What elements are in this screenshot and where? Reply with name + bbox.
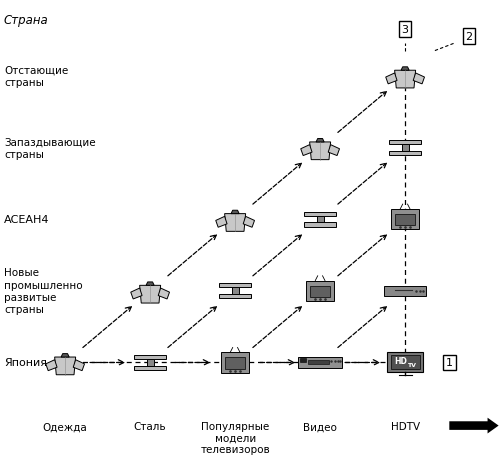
Polygon shape [304,212,336,216]
Polygon shape [219,284,252,288]
Polygon shape [46,360,57,371]
Polygon shape [308,360,329,364]
Polygon shape [316,139,324,143]
Polygon shape [158,288,170,299]
Polygon shape [219,295,252,299]
Polygon shape [134,366,166,370]
Polygon shape [216,217,227,228]
Polygon shape [231,211,239,214]
Polygon shape [224,214,246,232]
Polygon shape [389,140,422,145]
Polygon shape [146,282,154,285]
Polygon shape [146,359,154,366]
Polygon shape [386,74,397,84]
Polygon shape [73,360,85,371]
Text: Сталь: Сталь [134,421,166,431]
Text: 3: 3 [402,25,408,35]
Text: Страна: Страна [4,14,48,27]
Polygon shape [396,214,415,226]
Polygon shape [61,354,69,357]
Polygon shape [300,358,306,362]
Polygon shape [394,71,415,89]
Polygon shape [232,288,238,295]
Text: АСЕАН4: АСЕАН4 [4,215,50,224]
Polygon shape [384,286,426,296]
Text: Новые
промышленно
развитые
страны: Новые промышленно развитые страны [4,268,82,315]
Polygon shape [401,67,409,71]
Text: 2: 2 [466,32,472,42]
Polygon shape [131,288,142,299]
Text: HD: HD [394,357,406,365]
Polygon shape [298,357,342,369]
Polygon shape [402,145,408,151]
Text: Видео: Видео [303,421,337,431]
FancyArrow shape [450,418,498,433]
Polygon shape [389,151,422,156]
Polygon shape [390,355,420,369]
Polygon shape [392,209,419,230]
Polygon shape [300,146,312,156]
Text: Отстающие
страны: Отстающие страны [4,65,68,88]
Polygon shape [310,286,330,297]
Text: Одежда: Одежда [43,421,88,431]
Text: Запаздывающие
страны: Запаздывающие страны [4,137,96,159]
Text: Популярные
модели
телевизоров: Популярные модели телевизоров [200,421,270,454]
Polygon shape [310,143,330,160]
Text: Япония: Япония [4,358,47,368]
Polygon shape [304,223,336,227]
Text: HDTV: HDTV [390,421,420,431]
Polygon shape [306,281,334,302]
Polygon shape [140,285,160,303]
Text: 1: 1 [446,358,453,368]
Polygon shape [388,353,423,372]
Polygon shape [316,216,324,223]
Polygon shape [54,357,76,375]
Polygon shape [413,74,424,84]
Polygon shape [222,353,249,373]
Text: TV: TV [407,362,416,367]
Polygon shape [134,355,166,359]
Polygon shape [243,217,254,228]
Polygon shape [328,146,340,156]
Polygon shape [226,358,245,369]
